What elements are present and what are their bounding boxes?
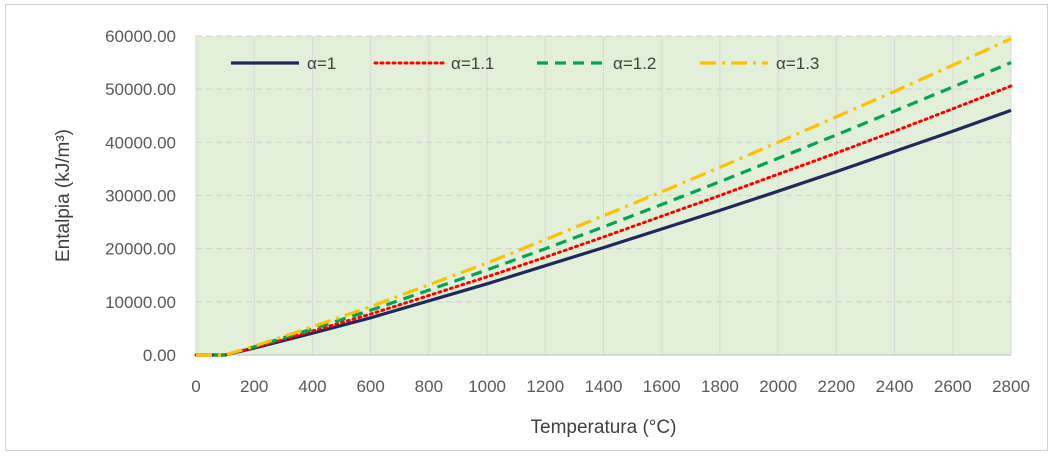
x-tick-label: 2000 [759,377,797,396]
legend-label-1: α=1 [307,54,336,73]
series-line-1 [196,108,1012,357]
x-tick-label: 1800 [701,377,739,396]
y-tick-label: 30000.00 [105,187,176,206]
series-line-2 [194,84,1013,357]
x-tick-label: 2600 [934,377,972,396]
x-axis-title: Temperatura (°C) [531,417,677,438]
y-axis-ticks: 0.00 10000.00 20000.00 30000.00 40000.00 5000… [105,27,176,365]
x-tick-label: 2400 [876,377,914,396]
x-tick-label: 200 [240,377,268,396]
legend-label-3: α=1.2 [613,54,656,73]
x-tick-label: 1000 [468,377,506,396]
x-tick-label: 1200 [526,377,564,396]
series-line-4 [196,37,1012,357]
x-tick-label: 800 [415,377,443,396]
x-tick-label: 400 [298,377,326,396]
x-tick-label: 2800 [992,377,1030,396]
y-tick-label: 50000.00 [105,80,176,99]
x-tick-label: 1600 [643,377,681,396]
grid-lines [195,35,1012,356]
x-tick-label: 0 [191,377,200,396]
x-tick-label: 1400 [585,377,623,396]
legend-label-4: α=1.3 [776,54,819,73]
y-axis-title: Entalpia (kJ/m³) [53,129,74,262]
y-tick-label: 40000.00 [105,133,176,152]
x-axis-ticks: 0 200 400 600 800 1000 1200 1400 1600 1800 2000 220… [191,377,1030,396]
legend: α=1 α=1.1 α=1.2 α=1.3 [231,54,819,73]
x-tick-label: 600 [356,377,384,396]
x-tick-label: 2200 [817,377,855,396]
y-tick-label: 0.00 [143,346,176,365]
series-line-3 [196,61,1012,357]
y-tick-label: 10000.00 [105,293,176,312]
y-tick-label: 20000.00 [105,240,176,259]
y-tick-label: 60000.00 [105,27,176,46]
series-lines [194,37,1013,357]
legend-label-2: α=1.1 [451,54,494,73]
